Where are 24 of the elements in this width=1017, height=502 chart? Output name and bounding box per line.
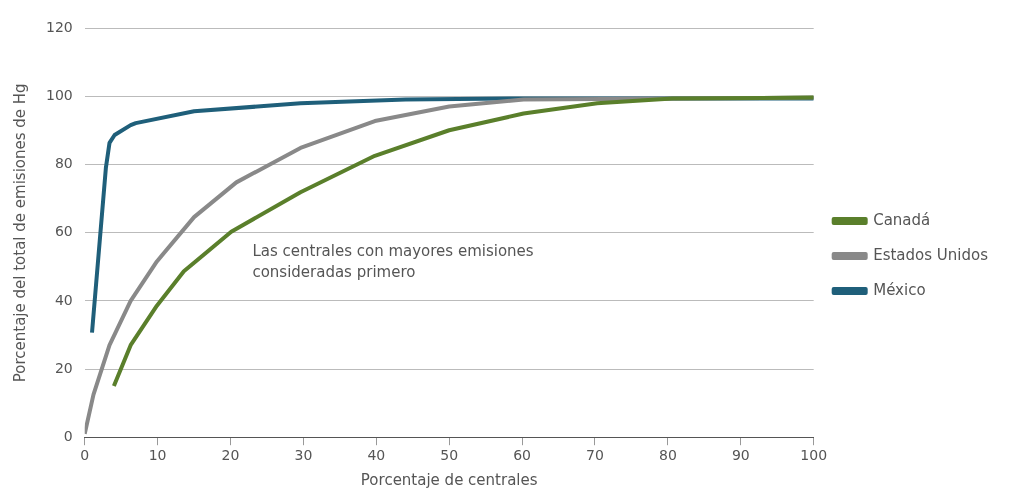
x-tick-label: 30 [294,447,313,464]
legend-label: Canadá [873,210,931,229]
y-tick-label: 40 [54,291,73,308]
x-tick-label: 100 [800,447,828,464]
y-tick-label: 80 [54,155,73,172]
y-tick-label: 120 [45,19,73,36]
x-tick-label: 50 [440,447,459,464]
x-tick-label: 40 [367,447,386,464]
x-tick-label: 70 [586,447,604,464]
legend-label: México [873,280,926,299]
y-tick-label: 60 [54,223,73,240]
annotation: Las centrales con mayores emisiones consideradas primero [252,242,534,282]
x-tick-label: 90 [731,447,750,464]
y-tick-label: 20 [54,359,73,376]
y-tick-label: 100 [45,87,73,104]
legend-label: Estados Unidos [873,245,989,264]
x-tick-label: 60 [513,447,532,464]
x-tick-label: 10 [148,447,167,464]
y-axis-title: Porcentaje del total de emisiones de Hg [10,83,29,383]
x-tick-label: 0 [80,447,90,464]
x-tick-label: 20 [221,447,240,464]
y-tick-label: 0 [63,427,73,444]
x-axis-title: Porcentaje de centrales [360,470,538,489]
x-tick-label: 80 [658,447,677,464]
